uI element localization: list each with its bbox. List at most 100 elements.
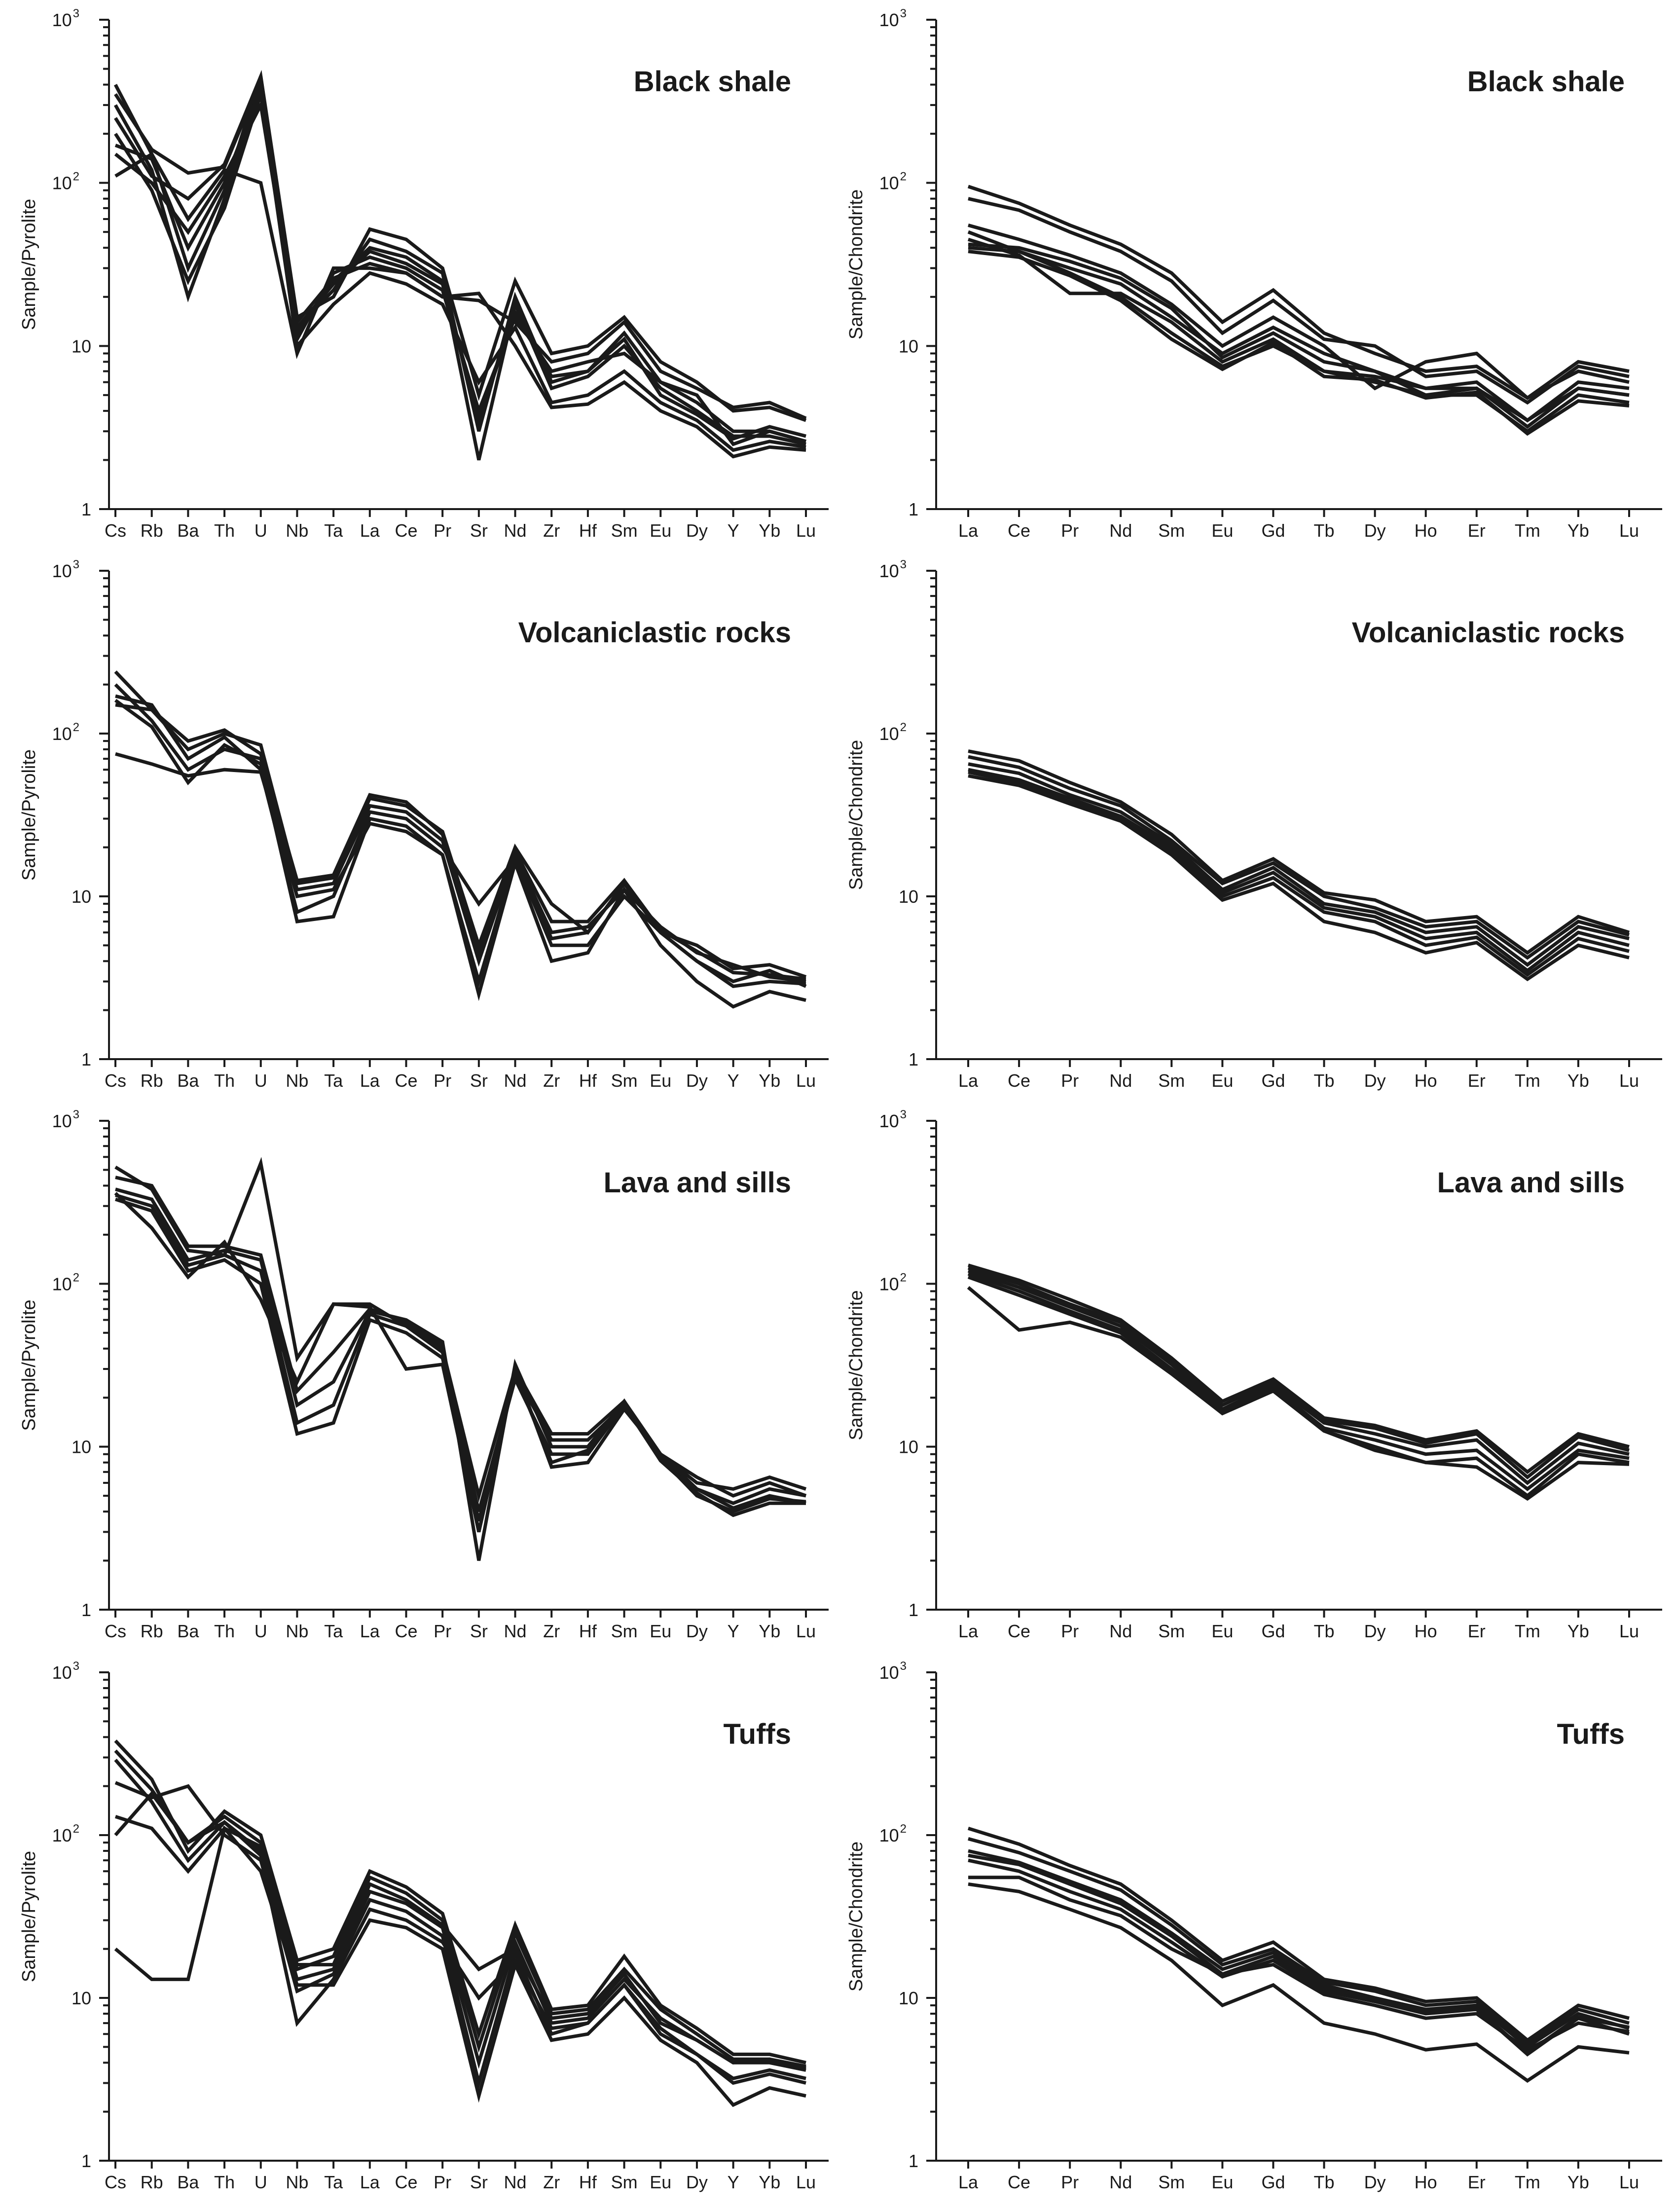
y-tick-label: 103 xyxy=(52,7,79,30)
x-tick-label-Nb: Nb xyxy=(286,1621,308,1641)
x-tick-label-Er: Er xyxy=(1468,520,1486,541)
x-tick-label-Dy: Dy xyxy=(686,1070,708,1091)
series-line-s3 xyxy=(968,223,1630,400)
y-tick-label: 1 xyxy=(81,499,91,519)
x-tick-label-Yb: Yb xyxy=(1567,2172,1589,2192)
y-tick-label: 10 xyxy=(72,1988,91,2008)
series-line-s2 xyxy=(967,1266,1630,1480)
x-tick-label-Rb: Rb xyxy=(141,1070,163,1091)
x-tick-label-Ho: Ho xyxy=(1415,2172,1437,2192)
series-line-s6 xyxy=(968,242,1630,423)
x-tick-label-La: La xyxy=(360,1070,380,1091)
x-tick-label-Ba: Ba xyxy=(177,1621,199,1641)
y-tick-exponent: 3 xyxy=(73,558,79,571)
y-tick-label: 102 xyxy=(52,1271,79,1294)
x-tick-label-Nd: Nd xyxy=(504,1070,527,1091)
y-tick-label: 103 xyxy=(52,1659,79,1683)
y-tick-label: 1 xyxy=(909,1600,918,1620)
x-tick-label-Lu: Lu xyxy=(1619,520,1639,541)
y-tick-base: 10 xyxy=(52,1662,72,1683)
x-tick-label-Zr: Zr xyxy=(543,520,560,541)
x-tick-label-Nb: Nb xyxy=(286,2172,308,2192)
x-tick-label-Dy: Dy xyxy=(1364,520,1386,541)
x-tick-label-Eu: Eu xyxy=(650,1621,671,1641)
y-tick-base: 10 xyxy=(52,173,72,193)
x-tick-label-Gd: Gd xyxy=(1261,1621,1285,1641)
x-tick-label-Lu: Lu xyxy=(796,1621,816,1641)
y-tick-exponent: 2 xyxy=(900,721,907,734)
x-tick-label-Lu: Lu xyxy=(796,2172,816,2192)
series-line-s6 xyxy=(968,770,1630,977)
y-axis-title: Sample/Chondrite xyxy=(846,740,867,890)
x-tick-label-La: La xyxy=(360,2172,380,2192)
y-tick-label: 10 xyxy=(72,886,91,907)
y-tick-base: 10 xyxy=(52,1111,72,1131)
x-tick-label-Ce: Ce xyxy=(1008,520,1030,541)
panel-title: Tuffs xyxy=(1557,1718,1625,1750)
y-tick-exponent: 2 xyxy=(73,170,79,184)
series-line-s7 xyxy=(968,1853,1630,2055)
x-tick-label-Yb: Yb xyxy=(759,2172,780,2192)
y-tick-label: 103 xyxy=(879,1659,907,1683)
y-tick-label: 102 xyxy=(879,1822,907,1845)
x-tick-label-Rb: Rb xyxy=(141,1621,163,1641)
series-line-s3 xyxy=(967,1269,1630,1485)
series-line-s6 xyxy=(114,93,806,452)
series-line-s5 xyxy=(114,1197,806,1522)
x-tick-label-U: U xyxy=(255,1621,267,1641)
y-tick-label: 103 xyxy=(879,558,907,581)
x-tick-label-La: La xyxy=(958,1070,979,1091)
y-tick-label: 10 xyxy=(899,1988,918,2008)
x-tick-label-Dy: Dy xyxy=(1364,1070,1386,1091)
series-line-s8 xyxy=(114,99,806,441)
x-tick-label-Y: Y xyxy=(728,2172,739,2192)
x-tick-label-Ce: Ce xyxy=(1008,1070,1030,1091)
y-tick-label: 102 xyxy=(879,721,907,744)
x-tick-label-Yb: Yb xyxy=(1567,1621,1589,1641)
y-tick-label: 10 xyxy=(72,1437,91,1457)
x-tick-label-Ce: Ce xyxy=(395,1070,417,1091)
x-tick-label-Sm: Sm xyxy=(1158,2172,1185,2192)
series-line-s6 xyxy=(967,1286,1630,1501)
y-axis-title: Sample/Chondrite xyxy=(846,1842,867,1991)
x-tick-label-Lu: Lu xyxy=(1619,2172,1639,2192)
series-line-s7 xyxy=(114,1826,806,2070)
y-tick-label: 1 xyxy=(909,2151,918,2171)
y-tick-base: 10 xyxy=(52,10,72,30)
x-tick-label-La: La xyxy=(958,2172,979,2192)
x-tick-label-U: U xyxy=(255,520,267,541)
x-tick-label-Tb: Tb xyxy=(1314,520,1335,541)
series-line-s4 xyxy=(967,230,1630,429)
y-tick-base: 10 xyxy=(879,1662,899,1683)
x-tick-label-Yb: Yb xyxy=(1567,520,1589,541)
x-tick-label-Lu: Lu xyxy=(796,520,816,541)
x-tick-label-Tm: Tm xyxy=(1515,2172,1540,2192)
x-tick-label-Hf: Hf xyxy=(579,2172,597,2192)
x-tick-label-Rb: Rb xyxy=(141,2172,163,2192)
x-tick-label-Nd: Nd xyxy=(1109,2172,1132,2192)
x-tick-label-Pr: Pr xyxy=(1061,2172,1079,2192)
y-tick-label: 102 xyxy=(879,170,907,193)
series-line-s3 xyxy=(968,1849,1630,2049)
x-tick-label-Nd: Nd xyxy=(504,520,527,541)
y-tick-label: 103 xyxy=(879,7,907,30)
y-tick-label: 102 xyxy=(879,1271,907,1294)
series-line-s2 xyxy=(114,683,806,983)
panel-title: Black shale xyxy=(634,66,791,98)
series-line-s3 xyxy=(968,762,1630,967)
x-tick-label-Zr: Zr xyxy=(543,1070,560,1091)
series-line-s5 xyxy=(968,774,1630,982)
series-line-s6 xyxy=(114,1192,806,1533)
x-tick-label-Cs: Cs xyxy=(105,1621,126,1641)
x-tick-label-Eu: Eu xyxy=(650,2172,671,2192)
series-line-s2 xyxy=(115,1176,807,1533)
x-tick-label-Y: Y xyxy=(728,520,739,541)
x-tick-label-Eu: Eu xyxy=(1211,2172,1233,2192)
x-tick-label-Th: Th xyxy=(214,2172,235,2192)
y-tick-label: 10 xyxy=(72,336,91,356)
x-tick-label-Eu: Eu xyxy=(650,1070,671,1091)
